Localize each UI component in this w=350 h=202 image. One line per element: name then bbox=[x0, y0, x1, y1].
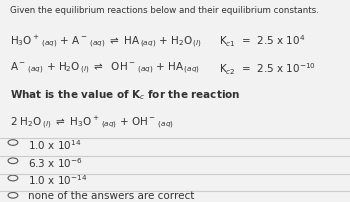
Text: K$_{c1}$  =  2.5 x 10$^4$: K$_{c1}$ = 2.5 x 10$^4$ bbox=[219, 33, 305, 49]
Text: A$^-$$_{\,(aq)}$ + H$_2$O$_{\,(l)}$ $\rightleftharpoons$  OH$^-$$_{\,(aq)}$ + HA: A$^-$$_{\,(aq)}$ + H$_2$O$_{\,(l)}$ $\ri… bbox=[10, 61, 201, 76]
Text: What is the value of K$_c$ for the reaction: What is the value of K$_c$ for the react… bbox=[10, 88, 241, 102]
Text: 2 H$_2$O$_{\,(l)}$ $\rightleftharpoons$ H$_3$O$^+$$_{\,(aq)}$ + OH$^-$$_{\,(aq)}: 2 H$_2$O$_{\,(l)}$ $\rightleftharpoons$ … bbox=[10, 114, 175, 130]
Text: Given the equilibrium reactions below and their equilibrium constants.: Given the equilibrium reactions below an… bbox=[10, 6, 319, 15]
Text: 6.3 x 10$^{-6}$: 6.3 x 10$^{-6}$ bbox=[28, 156, 83, 169]
Text: 1.0 x 10$^{-14}$: 1.0 x 10$^{-14}$ bbox=[28, 173, 88, 186]
Text: 1.0 x 10$^{14}$: 1.0 x 10$^{14}$ bbox=[28, 137, 81, 151]
Text: K$_{c2}$  =  2.5 x 10$^{-10}$: K$_{c2}$ = 2.5 x 10$^{-10}$ bbox=[219, 61, 316, 76]
Text: H$_3$O$^+$$_{\,(aq)}$ + A$^-$$_{\,(aq)}$ $\rightleftharpoons$ HA$_{\,(aq)}$ + H$: H$_3$O$^+$$_{\,(aq)}$ + A$^-$$_{\,(aq)}$… bbox=[10, 33, 202, 50]
Text: none of the answers are correct: none of the answers are correct bbox=[28, 190, 194, 200]
